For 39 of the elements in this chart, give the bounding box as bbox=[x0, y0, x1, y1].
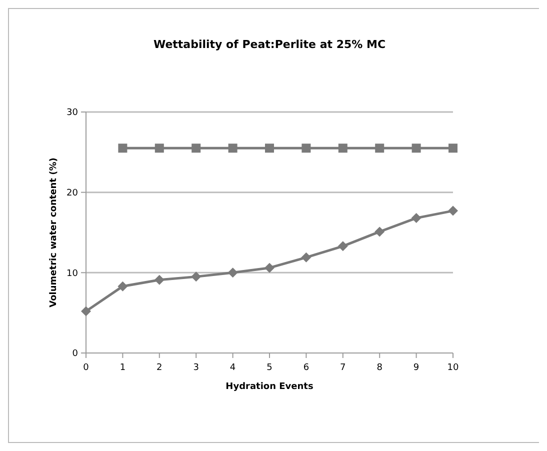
point bbox=[448, 144, 458, 153]
x-tick-label: 7 bbox=[340, 363, 346, 373]
point bbox=[301, 252, 312, 262]
point bbox=[374, 226, 385, 237]
x-tick-label: 3 bbox=[193, 363, 199, 373]
point bbox=[412, 144, 421, 153]
point bbox=[81, 306, 91, 316]
point bbox=[154, 274, 164, 285]
point bbox=[228, 268, 238, 278]
x-tick-label: 9 bbox=[413, 363, 420, 373]
x-tick-label: 0 bbox=[83, 363, 90, 373]
x-tick-label: 8 bbox=[376, 363, 383, 373]
point bbox=[118, 281, 128, 292]
x-tick-label: 1 bbox=[120, 363, 126, 373]
point bbox=[265, 144, 274, 153]
point bbox=[338, 144, 348, 153]
chart-title: Wettability of Peat:Perlite at 25% MC bbox=[153, 38, 386, 51]
point bbox=[154, 144, 164, 153]
x-axis-title: Hydration Events bbox=[226, 382, 314, 392]
x-tick-label: 5 bbox=[266, 363, 272, 373]
point bbox=[228, 144, 238, 153]
x-tick-label: 10 bbox=[447, 363, 459, 373]
y-tick-label: 10 bbox=[66, 268, 78, 279]
point bbox=[338, 241, 348, 252]
y-tick-label: 30 bbox=[66, 108, 78, 118]
point bbox=[264, 262, 274, 273]
y-tick-label: 20 bbox=[66, 188, 78, 198]
point bbox=[411, 213, 422, 224]
x-tick-label: 2 bbox=[156, 363, 162, 373]
point bbox=[448, 206, 458, 216]
point bbox=[191, 272, 202, 282]
point bbox=[302, 144, 311, 153]
y-tick-label: 0 bbox=[72, 349, 78, 360]
point bbox=[118, 144, 128, 153]
point bbox=[192, 144, 201, 153]
x-tick-label: 6 bbox=[303, 363, 310, 373]
point bbox=[375, 144, 384, 153]
y-axis-title: Volumetric water content (%) bbox=[49, 158, 59, 308]
x-tick-label: 4 bbox=[230, 363, 236, 373]
